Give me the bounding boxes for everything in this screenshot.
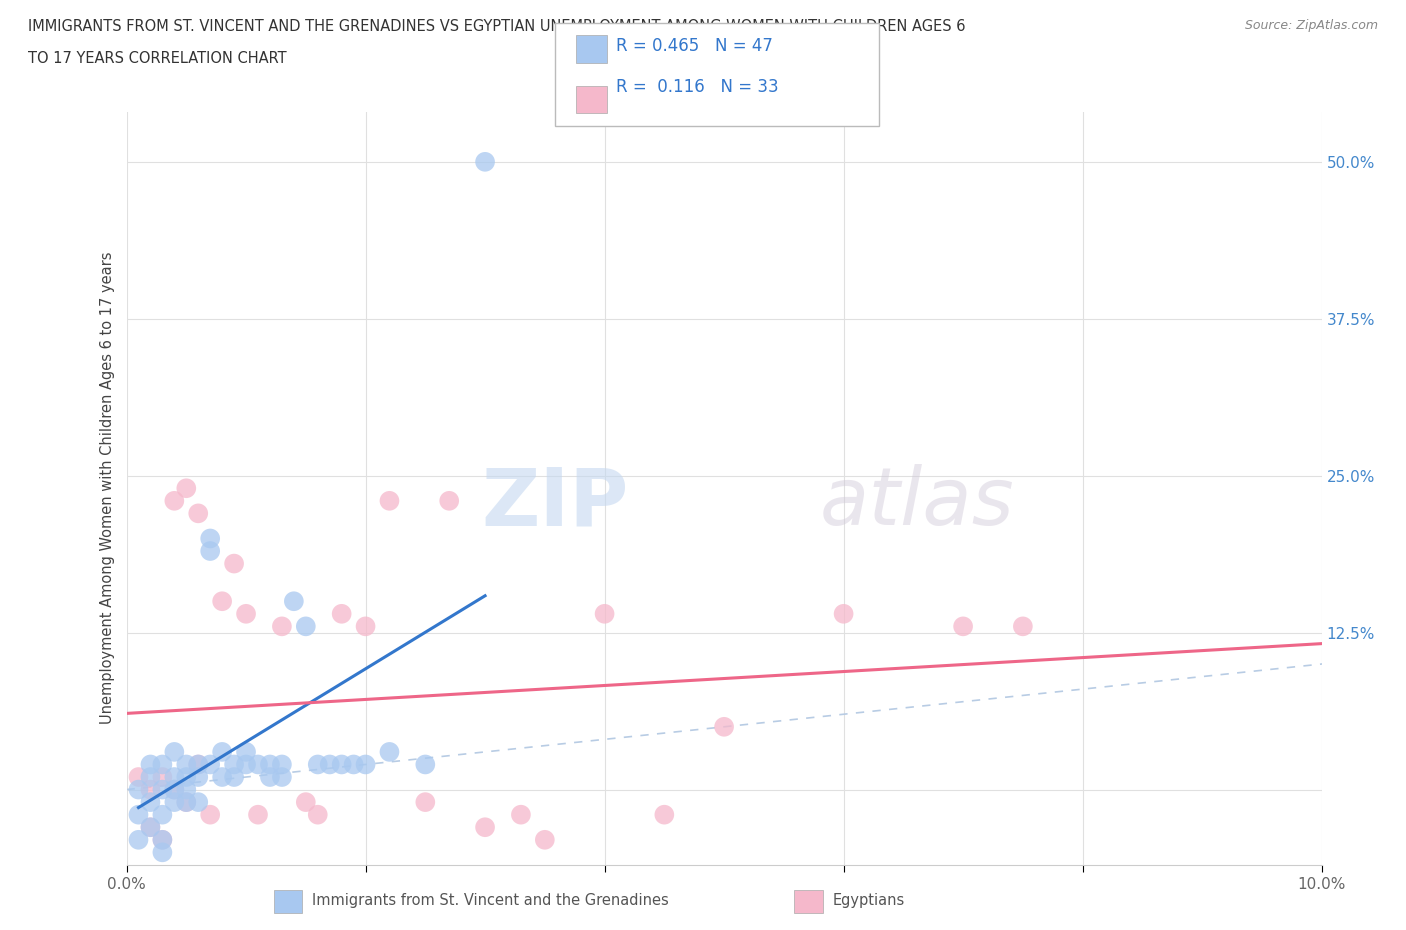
Point (354, 619, 377, 634)
Point (294, 794, 316, 809)
Point (152, 807, 174, 822)
Point (378, 493, 401, 508)
Point (713, 720, 735, 735)
Point (127, 782, 149, 797)
Point (187, 757, 209, 772)
Point (163, 770, 186, 785)
Point (235, 757, 257, 772)
Point (211, 594, 233, 609)
Point (187, 794, 209, 809)
Point (222, 757, 246, 772)
Point (152, 845, 174, 860)
Text: R =  0.116   N = 33: R = 0.116 N = 33 (616, 78, 779, 96)
Text: Source: ZipAtlas.com: Source: ZipAtlas.com (1244, 19, 1378, 32)
Point (270, 770, 294, 785)
Text: Egyptians: Egyptians (832, 893, 904, 908)
Point (307, 757, 329, 772)
Point (139, 782, 162, 797)
Point (187, 506, 209, 521)
Text: ZIP: ZIP (481, 464, 628, 542)
Point (294, 619, 316, 634)
Point (222, 556, 246, 571)
Point (378, 745, 401, 760)
Point (152, 832, 174, 847)
Point (832, 606, 855, 621)
Point (1011, 619, 1033, 634)
Point (127, 770, 149, 785)
Text: IMMIGRANTS FROM ST. VINCENT AND THE GRENADINES VS EGYPTIAN UNEMPLOYMENT AMONG WO: IMMIGRANTS FROM ST. VINCENT AND THE GREN… (28, 19, 966, 33)
Point (259, 757, 281, 772)
Point (200, 531, 222, 546)
Point (415, 757, 437, 772)
Point (174, 782, 197, 797)
Point (259, 770, 281, 785)
Point (127, 832, 149, 847)
Point (139, 820, 162, 835)
Point (247, 757, 270, 772)
Point (139, 820, 162, 835)
Point (415, 794, 437, 809)
Point (187, 757, 209, 772)
Point (235, 745, 257, 760)
Point (139, 770, 162, 785)
Point (270, 619, 294, 634)
Point (152, 782, 174, 797)
Point (474, 820, 496, 835)
Point (174, 794, 197, 809)
Point (139, 794, 162, 809)
Point (152, 770, 174, 785)
Point (211, 770, 233, 785)
Text: R = 0.465   N = 47: R = 0.465 N = 47 (616, 37, 773, 55)
Point (152, 832, 174, 847)
Point (200, 807, 222, 822)
Point (174, 794, 197, 809)
Point (211, 745, 233, 760)
Point (330, 757, 353, 772)
Point (174, 481, 197, 496)
Point (283, 594, 305, 609)
Point (343, 757, 366, 772)
Point (307, 807, 329, 822)
Text: Immigrants from St. Vincent and the Grenadines: Immigrants from St. Vincent and the Gren… (312, 893, 669, 908)
Point (139, 757, 162, 772)
Point (593, 606, 616, 621)
Y-axis label: Unemployment Among Women with Children Ages 6 to 17 years: Unemployment Among Women with Children A… (100, 252, 115, 724)
Point (474, 154, 496, 169)
Point (163, 794, 186, 809)
Point (509, 807, 531, 822)
Point (163, 745, 186, 760)
Point (330, 606, 353, 621)
Point (235, 606, 257, 621)
Point (174, 770, 197, 785)
Point (163, 782, 186, 797)
Point (152, 757, 174, 772)
Point (222, 770, 246, 785)
Point (200, 543, 222, 558)
Point (187, 770, 209, 785)
Point (174, 757, 197, 772)
Point (270, 757, 294, 772)
Point (163, 493, 186, 508)
Point (247, 807, 270, 822)
Point (952, 619, 974, 634)
Point (439, 493, 461, 508)
Text: atlas: atlas (820, 464, 1015, 542)
Point (200, 757, 222, 772)
Point (534, 832, 557, 847)
Point (163, 782, 186, 797)
Point (652, 807, 675, 822)
Point (127, 807, 149, 822)
Point (354, 757, 377, 772)
Text: TO 17 YEARS CORRELATION CHART: TO 17 YEARS CORRELATION CHART (28, 51, 287, 66)
Point (318, 757, 342, 772)
